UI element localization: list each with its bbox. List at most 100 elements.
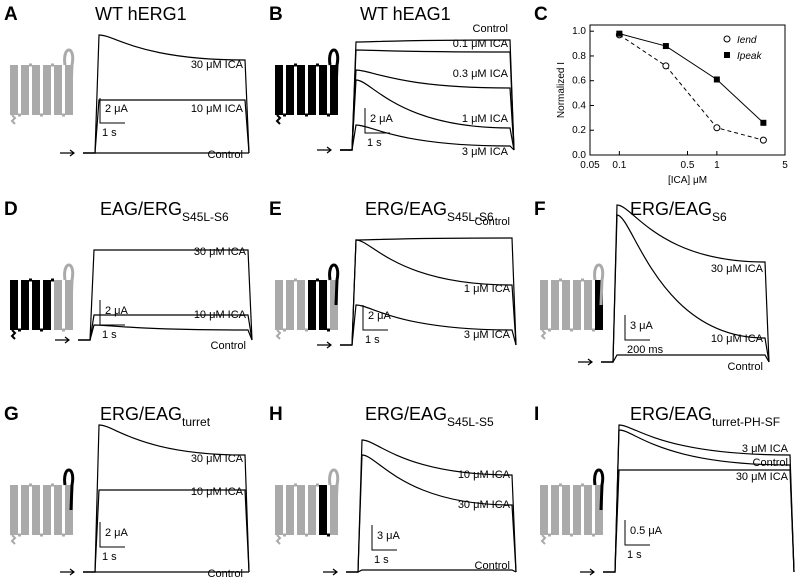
channel-segment xyxy=(43,280,51,330)
channel-segment xyxy=(330,485,338,535)
scale-amplitude: 2 μA xyxy=(370,113,394,125)
trace-label: 3 μM ICA xyxy=(742,443,789,455)
current-trace xyxy=(340,49,515,151)
scale-time: 1 s xyxy=(365,334,380,346)
y-tick-label: 0.6 xyxy=(572,76,586,87)
trace-label: Control xyxy=(208,149,243,161)
channel-tail xyxy=(10,534,17,545)
panel-letter: D xyxy=(4,199,18,220)
scale-time: 1 s xyxy=(102,329,117,341)
current-trace xyxy=(603,469,795,573)
channel-segment xyxy=(319,280,327,330)
data-point xyxy=(760,119,767,126)
trace-label: Control xyxy=(208,568,243,580)
current-trace xyxy=(340,39,515,151)
channel-segment xyxy=(10,485,18,535)
channel-segment xyxy=(54,280,62,330)
trace-label: Control xyxy=(728,361,763,373)
channel-segment xyxy=(32,485,40,535)
x-tick-label: 5 xyxy=(782,160,788,171)
x-tick-label: 1 xyxy=(714,160,720,171)
baseline-arrow xyxy=(317,341,332,349)
channel-segment xyxy=(562,485,570,535)
title-subscript: S45L-S6 xyxy=(447,210,494,224)
scale-time: 1 s xyxy=(367,137,382,149)
current-trace xyxy=(601,354,770,363)
data-point xyxy=(713,76,720,83)
channel-segment xyxy=(32,65,40,115)
channel-tail xyxy=(540,534,547,545)
data-point xyxy=(662,62,670,70)
scale-bar xyxy=(624,315,650,341)
y-tick-label: 0.2 xyxy=(572,125,586,136)
channel-segment xyxy=(286,65,294,115)
trace-label: 3 μM ICA xyxy=(462,146,509,158)
channel-segment xyxy=(584,485,592,535)
channel-tail xyxy=(275,114,282,125)
channel-segment xyxy=(54,485,62,535)
panel-letter: H xyxy=(269,404,283,425)
panel-letter: F xyxy=(534,199,546,220)
channel-tail xyxy=(275,534,282,545)
title-text: ERG/EAG xyxy=(630,404,712,424)
y-tick-label: 0.0 xyxy=(572,150,586,161)
trace-label: 30 μM ICA xyxy=(711,263,764,275)
scale-amplitude: 0.5 μA xyxy=(630,525,663,537)
baseline-arrow xyxy=(60,568,75,576)
channel-segment xyxy=(297,485,305,535)
scale-amplitude: 3 μA xyxy=(377,530,401,542)
scale-time: 1 s xyxy=(374,554,389,566)
panel-letter: B xyxy=(269,4,283,25)
channel-segment xyxy=(21,65,29,115)
channel-loop xyxy=(328,48,340,91)
panel-title: ERG/EAGS45L-S5 xyxy=(365,404,494,429)
data-point xyxy=(662,43,669,50)
current-trace xyxy=(340,304,517,346)
channel-segment xyxy=(43,65,51,115)
channel-segment xyxy=(330,65,338,115)
data-point xyxy=(759,136,767,144)
channel-loop xyxy=(328,263,340,306)
current-trace xyxy=(83,34,250,154)
scale-amplitude: 2 μA xyxy=(368,310,392,322)
baseline-arrow xyxy=(323,568,338,576)
panel-title: WT hERG1 xyxy=(95,4,187,24)
y-tick-label: 0.4 xyxy=(572,100,586,111)
channel-segment xyxy=(21,280,29,330)
baseline-arrow xyxy=(317,146,332,154)
panel-title: WT hEAG1 xyxy=(360,4,451,24)
channel-segment xyxy=(275,485,283,535)
trace-label: 30 μM ICA xyxy=(191,453,244,465)
scale-bar xyxy=(364,108,390,134)
channel-segment xyxy=(584,280,592,330)
data-point xyxy=(713,124,721,132)
current-trace xyxy=(601,204,770,363)
channel-segment xyxy=(308,280,316,330)
title-subscript: S6 xyxy=(712,210,727,224)
scale-bar xyxy=(624,520,650,546)
scale-bar xyxy=(371,525,397,551)
trace-label: 0.1 μM ICA xyxy=(453,38,509,50)
channel-segment xyxy=(275,280,283,330)
baseline-arrow xyxy=(60,149,75,157)
y-tick-label: 1.0 xyxy=(572,26,586,37)
trace-label: 1 μM ICA xyxy=(464,283,511,295)
channel-segment xyxy=(286,280,294,330)
channel-loop xyxy=(328,468,340,511)
title-text: ERG/EAG xyxy=(365,199,447,219)
channel-segment xyxy=(595,280,603,330)
baseline-arrow xyxy=(580,568,595,576)
panel-letter: G xyxy=(4,404,19,425)
trace-label: 10 μM ICA xyxy=(191,486,244,498)
channel-loop xyxy=(63,48,75,91)
channel-segment xyxy=(573,485,581,535)
title-text: EAG/ERG xyxy=(100,199,182,219)
channel-segment xyxy=(562,280,570,330)
channel-loop xyxy=(593,468,605,511)
trace-label: 1 μM ICA xyxy=(462,113,509,125)
baseline-arrow xyxy=(578,358,593,366)
channel-segment xyxy=(595,485,603,535)
current-trace xyxy=(78,314,253,341)
x-tick-label: 0.5 xyxy=(681,160,695,171)
